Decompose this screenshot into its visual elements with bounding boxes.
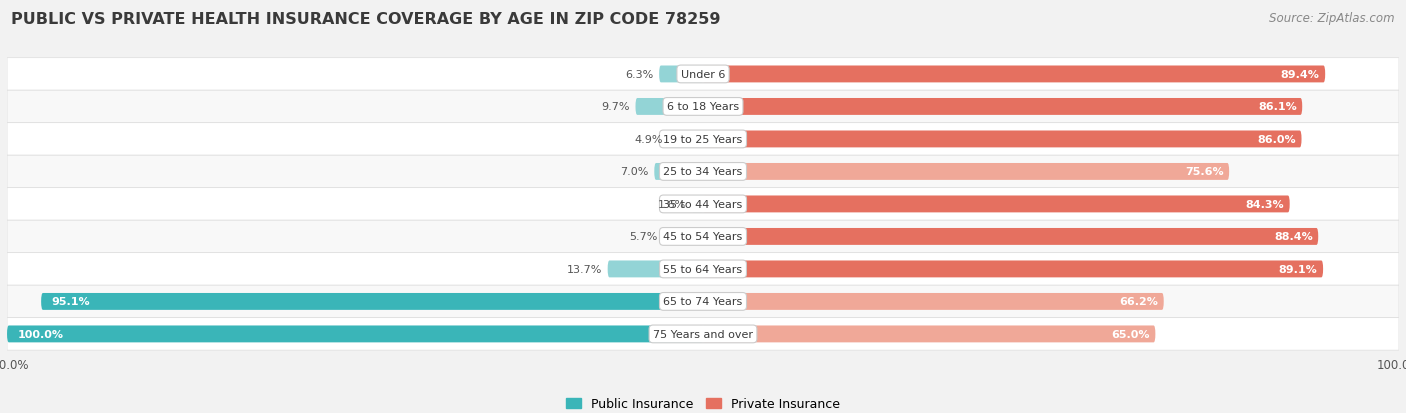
Text: 9.7%: 9.7% — [602, 102, 630, 112]
FancyBboxPatch shape — [41, 293, 703, 310]
FancyBboxPatch shape — [669, 131, 703, 148]
FancyBboxPatch shape — [703, 131, 1302, 148]
FancyBboxPatch shape — [659, 66, 703, 83]
Text: 95.1%: 95.1% — [52, 297, 90, 307]
Text: 25 to 34 Years: 25 to 34 Years — [664, 167, 742, 177]
FancyBboxPatch shape — [664, 228, 703, 245]
FancyBboxPatch shape — [703, 99, 1302, 116]
FancyBboxPatch shape — [703, 261, 1323, 278]
Text: 6.3%: 6.3% — [626, 70, 654, 80]
FancyBboxPatch shape — [703, 228, 1319, 245]
Text: 66.2%: 66.2% — [1119, 297, 1159, 307]
FancyBboxPatch shape — [7, 91, 1399, 123]
Text: 55 to 64 Years: 55 to 64 Years — [664, 264, 742, 274]
Text: 5.7%: 5.7% — [630, 232, 658, 242]
Text: 19 to 25 Years: 19 to 25 Years — [664, 135, 742, 145]
Text: 86.0%: 86.0% — [1257, 135, 1296, 145]
Text: Under 6: Under 6 — [681, 70, 725, 80]
Text: 1.6%: 1.6% — [658, 199, 686, 209]
FancyBboxPatch shape — [703, 326, 1156, 342]
FancyBboxPatch shape — [703, 196, 1289, 213]
Text: 65 to 74 Years: 65 to 74 Years — [664, 297, 742, 307]
Text: 35 to 44 Years: 35 to 44 Years — [664, 199, 742, 209]
FancyBboxPatch shape — [7, 59, 1399, 91]
FancyBboxPatch shape — [692, 196, 703, 213]
FancyBboxPatch shape — [7, 123, 1399, 156]
FancyBboxPatch shape — [654, 164, 703, 180]
Text: 84.3%: 84.3% — [1246, 199, 1284, 209]
Text: 100.0%: 100.0% — [17, 329, 63, 339]
FancyBboxPatch shape — [7, 326, 703, 342]
Text: PUBLIC VS PRIVATE HEALTH INSURANCE COVERAGE BY AGE IN ZIP CODE 78259: PUBLIC VS PRIVATE HEALTH INSURANCE COVER… — [11, 12, 721, 27]
FancyBboxPatch shape — [7, 285, 1399, 318]
Text: 75 Years and over: 75 Years and over — [652, 329, 754, 339]
FancyBboxPatch shape — [7, 253, 1399, 285]
Text: 7.0%: 7.0% — [620, 167, 648, 177]
Text: Source: ZipAtlas.com: Source: ZipAtlas.com — [1270, 12, 1395, 25]
Legend: Public Insurance, Private Insurance: Public Insurance, Private Insurance — [561, 392, 845, 413]
FancyBboxPatch shape — [636, 99, 703, 116]
FancyBboxPatch shape — [607, 261, 703, 278]
FancyBboxPatch shape — [703, 164, 1229, 180]
FancyBboxPatch shape — [7, 156, 1399, 188]
Text: 89.1%: 89.1% — [1279, 264, 1317, 274]
FancyBboxPatch shape — [7, 188, 1399, 221]
FancyBboxPatch shape — [703, 66, 1326, 83]
Text: 89.4%: 89.4% — [1281, 70, 1320, 80]
FancyBboxPatch shape — [7, 318, 1399, 350]
FancyBboxPatch shape — [7, 221, 1399, 253]
Text: 45 to 54 Years: 45 to 54 Years — [664, 232, 742, 242]
Text: 65.0%: 65.0% — [1111, 329, 1150, 339]
Text: 88.4%: 88.4% — [1274, 232, 1313, 242]
Text: 6 to 18 Years: 6 to 18 Years — [666, 102, 740, 112]
Text: 4.9%: 4.9% — [636, 135, 664, 145]
Text: 13.7%: 13.7% — [567, 264, 602, 274]
Text: 86.1%: 86.1% — [1258, 102, 1296, 112]
Text: 75.6%: 75.6% — [1185, 167, 1223, 177]
FancyBboxPatch shape — [703, 293, 1164, 310]
